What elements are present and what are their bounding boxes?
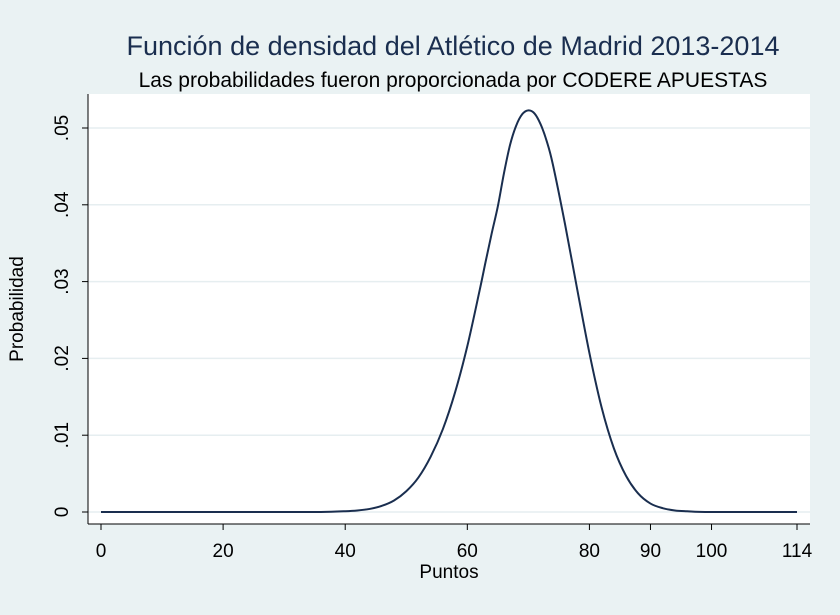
x-tick-label: 0 [96,541,107,562]
y-tick-label: .05 [52,115,73,141]
x-axis-label: Puntos [419,562,478,583]
y-tick-label: .02 [52,345,73,371]
y-tick-label: 0 [52,507,73,518]
density-line [100,109,798,514]
x-tick-label: 40 [335,541,356,562]
y-tick-label: .03 [52,268,73,294]
chart-subtitle: Las probabilidades fueron proporcionada … [139,69,768,92]
y-ticks: 0 .01 .02 .03 .04 .05 [52,115,88,518]
y-tick-label: .04 [52,191,73,218]
x-tick-label: 114 [782,541,813,562]
y-tick-label: .01 [52,422,73,448]
x-tick-label: 60 [457,541,478,562]
x-ticks: 0 20 40 60 80 90 100 114 [96,524,813,562]
x-tick-label: 20 [213,541,234,562]
plot-area [88,94,810,524]
chart-title: Función de densidad del Atlético de Madr… [127,31,780,61]
y-axis-label: Probabilidad [7,256,28,362]
x-tick-label: 90 [640,541,661,562]
x-tick-label: 80 [579,541,600,562]
x-tick-label: 100 [696,541,728,562]
